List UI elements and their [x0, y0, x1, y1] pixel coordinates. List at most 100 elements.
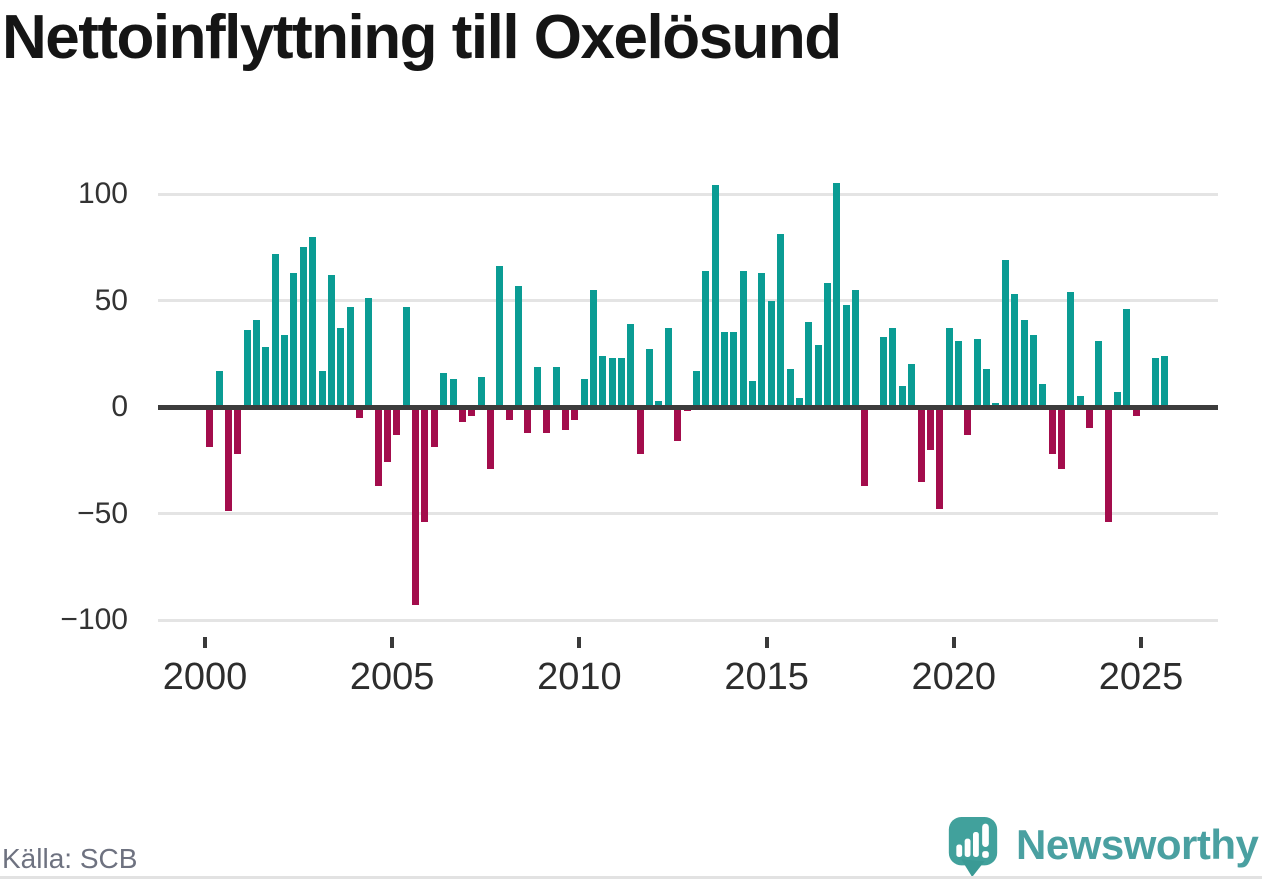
bar-2017-Q3: [861, 407, 869, 486]
bar-2004-Q3: [374, 407, 382, 486]
gridline-y--50: [158, 512, 1218, 515]
bar-2016-Q4: [833, 183, 841, 407]
bar-2014-Q2: [739, 270, 747, 407]
x-axis-tick-label: 2005: [349, 656, 435, 698]
bar-2016-Q1: [805, 321, 813, 407]
bar-2015-Q4: [795, 398, 803, 407]
bar-2021-Q2: [1001, 260, 1009, 407]
x-axis-tick-label: 2020: [911, 656, 997, 698]
bar-2003-Q2: [327, 274, 335, 407]
bar-2025-Q2: [1151, 358, 1159, 407]
bar-2018-Q2: [889, 328, 897, 407]
bar-2005-Q2: [402, 306, 410, 407]
bar-2013-Q4: [721, 332, 728, 407]
bar-2023-Q4: [1095, 340, 1103, 407]
bar-2014-Q1: [730, 332, 738, 407]
bar-2009-Q1: [543, 407, 551, 433]
bar-2007-Q3: [487, 407, 494, 469]
bar-2018-Q3: [898, 385, 906, 407]
bar-2000-Q3: [224, 407, 232, 512]
bar-2010-Q3: [599, 355, 607, 407]
bar-2006-Q4: [458, 407, 466, 422]
bar-2023-Q2: [1076, 396, 1084, 407]
bar-2011-Q4: [646, 349, 654, 407]
bar-2010-Q4: [608, 358, 616, 407]
bar-2021-Q4: [1020, 319, 1028, 407]
bar-2000-Q1: [206, 407, 214, 448]
bar-2020-Q1: [955, 340, 962, 407]
x-axis-tick-2015: [764, 637, 769, 648]
bar-2003-Q4: [346, 306, 354, 407]
bar-2021-Q3: [1011, 294, 1019, 407]
bar-2001-Q2: [253, 319, 260, 407]
bottom-border: [0, 876, 1262, 879]
bar-2003-Q1: [318, 370, 326, 407]
gridline-y-50: [158, 299, 1218, 302]
bar-2020-Q2: [964, 407, 972, 435]
bar-2001-Q4: [271, 253, 279, 407]
bar-2024-Q3: [1123, 309, 1131, 407]
bar-2006-Q1: [430, 407, 438, 448]
bar-2022-Q2: [1039, 383, 1047, 407]
bar-2005-Q4: [421, 407, 429, 523]
y-axis-tick-label: 0: [111, 390, 128, 423]
x-axis-tick-label: 2015: [724, 656, 809, 698]
bar-2020-Q4: [983, 368, 991, 407]
x-axis-tick-2000: [203, 637, 207, 648]
bar-2015-Q2: [777, 234, 785, 407]
bar-2018-Q4: [908, 364, 916, 407]
bar-2008-Q3: [524, 407, 532, 433]
bar-2015-Q3: [786, 368, 794, 407]
bar-2008-Q1: [505, 407, 513, 420]
bar-2023-Q3: [1086, 407, 1094, 429]
bar-2025-Q3: [1160, 355, 1168, 407]
bar-2009-Q3: [561, 407, 569, 431]
bar-2011-Q2: [627, 323, 635, 407]
bar-2008-Q4: [533, 366, 541, 407]
bar-2013-Q2: [702, 270, 710, 407]
bar-2010-Q2: [589, 289, 597, 407]
bar-2002-Q1: [281, 334, 289, 407]
x-axis-tick-2005: [390, 637, 395, 648]
x-axis-tick-label: 2025: [1098, 656, 1184, 698]
y-axis-tick-label: −100: [60, 603, 128, 636]
page-title: Nettoinflyttning till Oxelösund: [2, 3, 842, 72]
bar-2012-Q1: [655, 400, 663, 407]
newsworthy-wordmark: Newsworthy: [1016, 821, 1259, 868]
bar-2015-Q1: [767, 300, 775, 407]
bar-2006-Q3: [449, 379, 457, 407]
bar-2020-Q3: [973, 338, 981, 407]
bar-2002-Q4: [309, 236, 317, 407]
bar-2010-Q1: [580, 379, 588, 407]
bar-2013-Q3: [711, 185, 719, 407]
bar-2019-Q4: [945, 328, 953, 407]
bar-2012-Q3: [674, 407, 682, 442]
bar-2022-Q3: [1048, 407, 1056, 454]
source-caption: Källa: SCB: [2, 843, 138, 874]
bar-2006-Q2: [440, 372, 448, 407]
y-axis-tick-label: 100: [77, 177, 128, 210]
bar-2011-Q1: [618, 358, 626, 407]
bar-2007-Q4: [496, 266, 504, 407]
bar-2009-Q4: [571, 407, 579, 420]
bar-2004-Q1: [355, 407, 363, 418]
newsworthy-logo-icon: [948, 817, 998, 877]
bar-2024-Q2: [1114, 392, 1122, 407]
bar-2007-Q1: [468, 407, 476, 416]
x-axis-tick-2020: [951, 637, 956, 648]
bar-2002-Q3: [299, 247, 307, 407]
zero-axis-line: [158, 404, 1218, 410]
bar-2011-Q3: [636, 407, 644, 454]
bar-2023-Q1: [1067, 291, 1075, 407]
bar-2005-Q1: [393, 407, 401, 435]
bar-2001-Q1: [243, 330, 251, 407]
bar-2024-Q1: [1104, 407, 1112, 523]
x-axis-tick-label: 2010: [537, 656, 622, 698]
bar-2000-Q4: [234, 407, 242, 454]
bar-2004-Q4: [384, 407, 392, 463]
x-axis-tick-2025: [1139, 637, 1143, 648]
bar-2001-Q3: [262, 347, 270, 407]
bar-2017-Q1: [842, 304, 850, 407]
bar-2013-Q1: [692, 370, 700, 407]
